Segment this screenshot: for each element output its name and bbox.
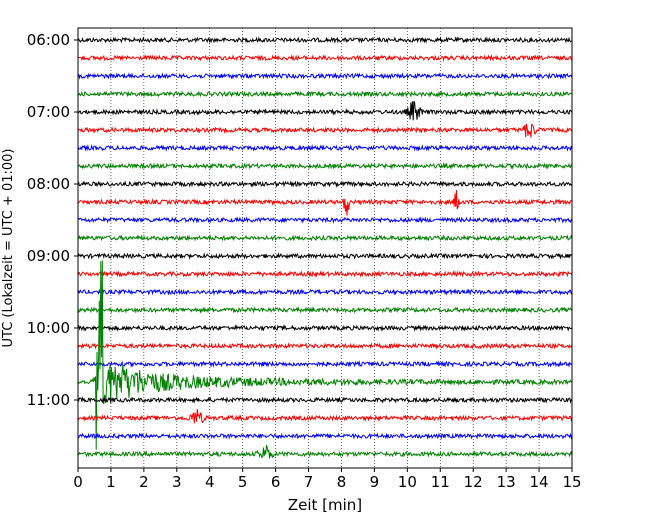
trace-line <box>77 306 573 314</box>
trace-line <box>77 270 573 278</box>
x-axis-ticks: 0 1 2 3 4 5 6 7 8 9 10 11 12 13 14 15 <box>73 468 582 491</box>
trace-line <box>77 288 573 296</box>
x-tick-label: 8 <box>337 473 347 491</box>
trace-line <box>77 234 573 242</box>
trace-line <box>77 36 572 44</box>
y-axis-ticks: 06:00 07:00 08:00 09:00 10:00 11:00 <box>27 31 78 409</box>
trace-line <box>77 408 573 424</box>
x-tick-label: 12 <box>464 473 483 491</box>
y-tick-label: 07:00 <box>27 103 70 121</box>
y-tick-label: 11:00 <box>27 391 70 409</box>
trace-line <box>77 123 573 138</box>
vertical-gridlines <box>110 28 540 468</box>
y-tick-label: 10:00 <box>27 319 70 337</box>
x-tick-label: 14 <box>530 473 549 491</box>
x-tick-label: 2 <box>139 473 149 491</box>
trace-line <box>77 342 573 350</box>
trace-line <box>77 432 573 440</box>
x-tick-label: 0 <box>73 473 83 491</box>
x-tick-label: 15 <box>562 473 581 491</box>
trace-line <box>77 100 573 121</box>
trace-line <box>77 90 573 98</box>
plot-frame <box>77 27 573 469</box>
trace-line <box>77 72 573 80</box>
y-tick-label: 09:00 <box>27 247 70 265</box>
trace-line <box>77 396 573 404</box>
trace-line <box>77 180 573 188</box>
x-tick-label: 1 <box>106 473 116 491</box>
trace-line <box>77 190 573 216</box>
x-tick-label: 4 <box>205 473 215 491</box>
y-axis-label: UTC (Lokalzeit = UTC + 01:00) <box>1 149 16 348</box>
seismic-traces <box>77 36 573 459</box>
trace-line <box>77 324 573 332</box>
trace-line <box>77 360 573 368</box>
trace-line <box>77 260 573 450</box>
x-tick-label: 9 <box>370 473 380 491</box>
x-tick-label: 3 <box>172 473 182 491</box>
trace-line <box>77 54 573 62</box>
x-tick-label: 6 <box>271 473 281 491</box>
y-tick-label: 06:00 <box>27 31 70 49</box>
trace-line <box>77 252 573 260</box>
trace-line <box>77 444 573 459</box>
x-tick-label: 10 <box>398 473 417 491</box>
trace-line <box>77 162 573 170</box>
x-tick-label: 11 <box>431 473 450 491</box>
x-tick-label: 7 <box>304 473 314 491</box>
trace-line <box>77 144 573 152</box>
y-tick-label: 08:00 <box>27 175 70 193</box>
trace-line <box>77 216 573 224</box>
x-tick-label: 13 <box>497 473 516 491</box>
x-axis-label: Zeit [min] <box>288 496 362 514</box>
x-tick-label: 5 <box>238 473 248 491</box>
